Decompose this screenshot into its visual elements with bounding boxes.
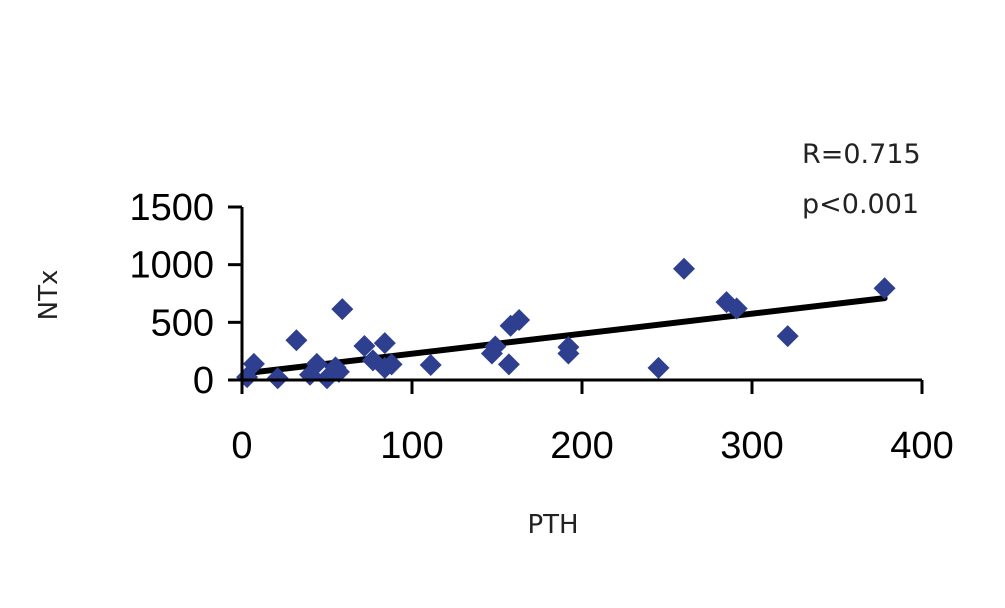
data-point xyxy=(497,353,520,376)
y-tick-label: 1500 xyxy=(129,187,214,229)
plot-area xyxy=(236,257,896,390)
data-point xyxy=(331,298,354,321)
data-point xyxy=(373,332,396,355)
data-point xyxy=(673,257,695,280)
data-point xyxy=(285,329,308,352)
r-value-annotation: R=0.715 xyxy=(802,139,921,170)
data-point xyxy=(305,352,328,375)
y-tick-label: 0 xyxy=(193,360,214,402)
trendline xyxy=(244,295,888,377)
data-point xyxy=(353,334,376,357)
x-tick-label: 100 xyxy=(380,425,443,467)
x-tick-label: 300 xyxy=(720,425,783,467)
x-tick-label: 200 xyxy=(550,425,613,467)
data-point xyxy=(647,356,670,379)
y-axis-label: NTx xyxy=(34,270,64,321)
data-point xyxy=(508,309,531,332)
data-point xyxy=(327,360,350,383)
data-point xyxy=(380,353,403,376)
x-tick-label: 400 xyxy=(890,425,953,467)
data-point xyxy=(725,297,748,320)
data-point xyxy=(484,335,507,358)
x-axis-label: PTH xyxy=(527,510,578,540)
p-value-annotation: p<0.001 xyxy=(802,189,919,220)
data-point xyxy=(873,277,896,300)
data-point xyxy=(557,342,580,365)
data-point xyxy=(266,367,289,390)
axes: 0 500 1000 1500 0 100 200 300 400 xyxy=(129,187,953,467)
x-tick-label: 0 xyxy=(231,425,252,467)
data-point xyxy=(419,354,442,377)
y-tick-label: 500 xyxy=(151,302,214,344)
data-point xyxy=(776,325,799,348)
y-tick-label: 1000 xyxy=(129,245,214,287)
data-point xyxy=(242,352,265,375)
